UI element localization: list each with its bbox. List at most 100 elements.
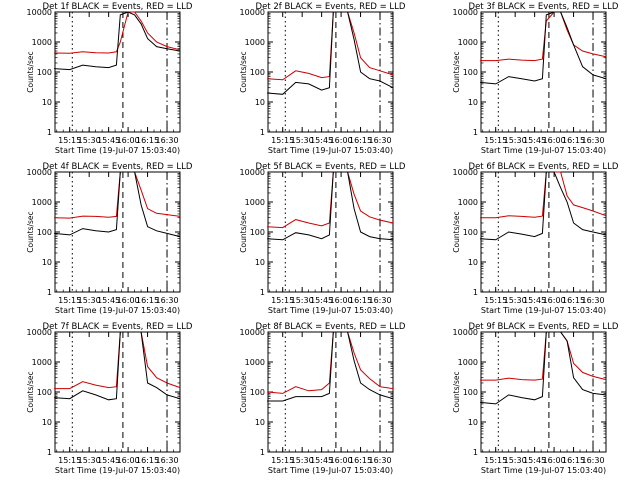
y-tick-label: 10000 bbox=[240, 168, 265, 177]
y-tick-label: 100 bbox=[463, 68, 478, 77]
x-tick-label: 15:15 bbox=[271, 296, 294, 305]
x-tick-label: 16:00 bbox=[543, 456, 566, 465]
y-axis-label: Counts/sec bbox=[239, 371, 248, 412]
x-tick-label: 16:00 bbox=[543, 136, 566, 145]
panel-title: Det 8f BLACK = Events, RED = LLD bbox=[256, 322, 406, 332]
x-tick-label: 16:00 bbox=[330, 456, 353, 465]
x-tick-label: 16:15 bbox=[349, 456, 372, 465]
x-axis-label: Start Time (19-Jul-07 15:03:40) bbox=[268, 146, 393, 155]
x-axis-label: Start Time (19-Jul-07 15:03:40) bbox=[55, 146, 180, 155]
y-tick-label: 1000 bbox=[245, 358, 265, 367]
x-tick-label: 15:45 bbox=[310, 456, 333, 465]
detector-panel-2: Det 2f BLACK = Events, RED = LLD 1 10 100 10… bbox=[239, 2, 406, 155]
x-tick-label: 16:30 bbox=[155, 136, 178, 145]
x-tick-label: 15:15 bbox=[58, 136, 81, 145]
x-tick-label: 15:30 bbox=[78, 136, 101, 145]
y-tick-label: 10 bbox=[42, 418, 52, 427]
y-axis-label: Counts/sec bbox=[26, 211, 35, 252]
x-axis-label: Start Time (19-Jul-07 15:03:40) bbox=[481, 306, 606, 315]
y-tick-label: 10 bbox=[255, 418, 265, 427]
detector-panel-3: Det 3f BLACK = Events, RED = LLD 1 10 100 10… bbox=[452, 2, 619, 155]
y-tick-label: 1 bbox=[473, 448, 478, 457]
panel-title: Det 4f BLACK = Events, RED = LLD bbox=[43, 162, 193, 172]
x-tick-label: 16:00 bbox=[117, 456, 140, 465]
events-curve bbox=[267, 171, 394, 241]
x-axis-label: Start Time (19-Jul-07 15:03:40) bbox=[268, 466, 393, 475]
x-tick-label: 15:15 bbox=[58, 296, 81, 305]
x-tick-label: 15:30 bbox=[504, 456, 527, 465]
panel-title: Det 1f BLACK = Events, RED = LLD bbox=[43, 2, 193, 12]
panel-title: Det 6f BLACK = Events, RED = LLD bbox=[469, 162, 619, 172]
y-tick-label: 100 bbox=[37, 228, 52, 237]
detector-panel-7: Det 7f BLACK = Events, RED = LLD 1 10 100 10… bbox=[26, 322, 193, 475]
panel-title: Det 3f BLACK = Events, RED = LLD bbox=[469, 2, 619, 12]
y-tick-label: 1 bbox=[473, 288, 478, 297]
detector-panel-5: Det 5f BLACK = Events, RED = LLD 1 10 100 10… bbox=[239, 162, 406, 315]
y-tick-label: 1 bbox=[47, 448, 52, 457]
x-tick-label: 15:30 bbox=[78, 296, 101, 305]
events-curve bbox=[54, 11, 181, 71]
lld-curve bbox=[480, 11, 607, 62]
y-tick-label: 1 bbox=[260, 288, 265, 297]
x-tick-label: 16:30 bbox=[368, 296, 391, 305]
y-axis-label: Counts/sec bbox=[239, 51, 248, 92]
y-tick-label: 10 bbox=[468, 98, 478, 107]
y-axis-label: Counts/sec bbox=[452, 211, 461, 252]
x-tick-label: 16:15 bbox=[349, 296, 372, 305]
x-tick-label: 15:45 bbox=[310, 136, 333, 145]
x-tick-label: 15:30 bbox=[291, 136, 314, 145]
lld-curve bbox=[480, 171, 607, 219]
x-tick-label: 16:00 bbox=[117, 296, 140, 305]
y-tick-label: 10000 bbox=[453, 8, 478, 17]
y-axis-label: Counts/sec bbox=[452, 371, 461, 412]
y-axis-label: Counts/sec bbox=[26, 371, 35, 412]
lld-curve bbox=[480, 331, 607, 381]
panel-title: Det 9f BLACK = Events, RED = LLD bbox=[469, 322, 619, 332]
y-axis-label: Counts/sec bbox=[452, 51, 461, 92]
y-tick-label: 100 bbox=[37, 388, 52, 397]
x-tick-label: 15:30 bbox=[291, 296, 314, 305]
y-tick-label: 1000 bbox=[458, 198, 478, 207]
y-tick-label: 1000 bbox=[32, 358, 52, 367]
x-tick-label: 16:00 bbox=[543, 296, 566, 305]
x-tick-label: 15:45 bbox=[523, 136, 546, 145]
y-tick-label: 1000 bbox=[245, 198, 265, 207]
y-tick-label: 100 bbox=[463, 388, 478, 397]
x-tick-label: 15:30 bbox=[78, 456, 101, 465]
y-tick-label: 1000 bbox=[458, 358, 478, 367]
y-tick-label: 1000 bbox=[458, 38, 478, 47]
plot-frame bbox=[267, 171, 394, 293]
y-tick-label: 100 bbox=[250, 388, 265, 397]
y-tick-label: 10 bbox=[468, 418, 478, 427]
plot-frame bbox=[480, 11, 607, 133]
plot-frame bbox=[54, 331, 181, 453]
x-tick-label: 15:45 bbox=[97, 296, 120, 305]
y-tick-label: 10 bbox=[42, 258, 52, 267]
x-axis-label: Start Time (19-Jul-07 15:03:40) bbox=[481, 466, 606, 475]
detector-panel-6: Det 6f BLACK = Events, RED = LLD 1 10 100 10… bbox=[452, 162, 619, 315]
y-axis-label: Counts/sec bbox=[26, 51, 35, 92]
x-tick-label: 16:30 bbox=[581, 136, 604, 145]
y-tick-label: 10000 bbox=[453, 328, 478, 337]
y-tick-label: 10000 bbox=[240, 328, 265, 337]
lld-curve bbox=[54, 11, 181, 54]
y-tick-label: 100 bbox=[37, 68, 52, 77]
x-tick-label: 15:30 bbox=[291, 456, 314, 465]
y-tick-label: 1 bbox=[47, 128, 52, 137]
x-tick-label: 16:15 bbox=[562, 296, 585, 305]
x-tick-label: 16:15 bbox=[349, 136, 372, 145]
x-tick-label: 15:30 bbox=[504, 136, 527, 145]
y-tick-label: 10000 bbox=[27, 168, 52, 177]
x-tick-label: 15:45 bbox=[523, 456, 546, 465]
y-tick-label: 100 bbox=[250, 228, 265, 237]
events-curve bbox=[480, 331, 607, 405]
events-curve bbox=[480, 171, 607, 241]
x-axis-label: Start Time (19-Jul-07 15:03:40) bbox=[55, 466, 180, 475]
x-axis-label: Start Time (19-Jul-07 15:03:40) bbox=[268, 306, 393, 315]
y-tick-label: 10000 bbox=[453, 168, 478, 177]
x-tick-label: 15:15 bbox=[484, 296, 507, 305]
y-tick-label: 1000 bbox=[245, 38, 265, 47]
x-tick-label: 16:15 bbox=[136, 136, 159, 145]
x-tick-label: 15:15 bbox=[484, 456, 507, 465]
